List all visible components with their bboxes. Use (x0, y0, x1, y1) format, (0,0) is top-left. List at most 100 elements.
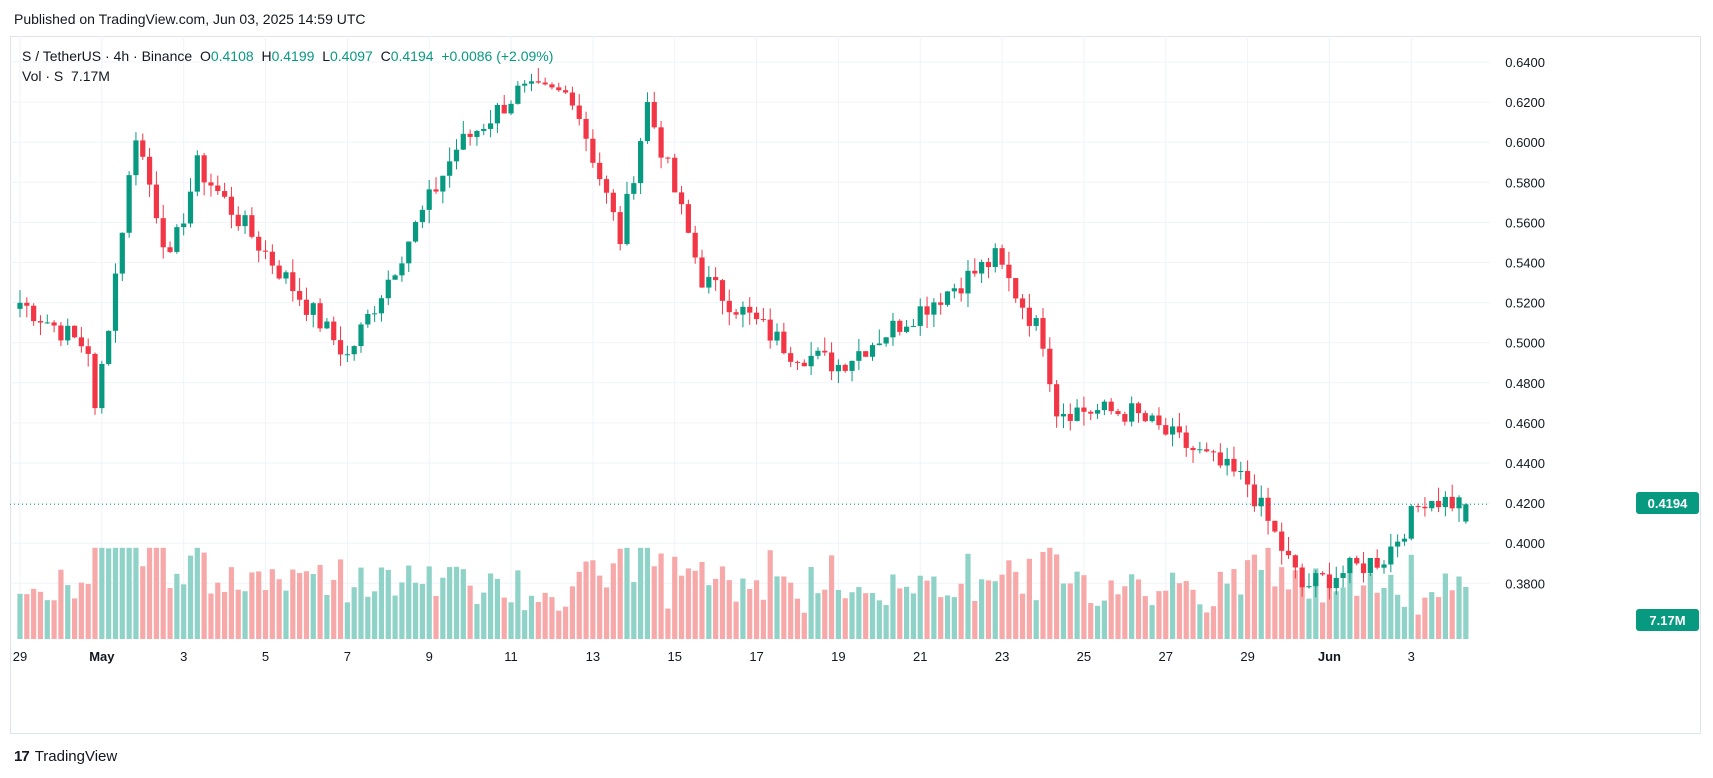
candle-body (603, 179, 610, 193)
volume-bar (201, 552, 207, 639)
candle-body (303, 299, 310, 315)
volume-label[interactable]: Vol · S (22, 68, 64, 84)
volume-bar (1354, 595, 1360, 639)
volume-bar (412, 582, 419, 639)
volume-bar (617, 548, 623, 639)
volume-bar (1142, 596, 1148, 639)
candle-body (1088, 411, 1094, 414)
volume-bar (569, 586, 576, 639)
volume-bar (242, 591, 248, 639)
volume-bar (788, 582, 794, 639)
volume-bar (106, 548, 112, 639)
candle-body (985, 261, 992, 268)
volume-bar (1067, 583, 1073, 639)
volume-bar (24, 594, 30, 639)
candle-body (1047, 348, 1053, 385)
y-tick-label: 0.5600 (1505, 215, 1545, 230)
volume-bar (303, 571, 310, 639)
volume-bar (78, 582, 84, 639)
volume-bar (406, 565, 412, 639)
volume-bar (597, 575, 603, 639)
candle-body (1313, 573, 1319, 587)
volume-bar (1347, 570, 1353, 639)
volume-bar (542, 592, 548, 639)
volume-bar (1251, 554, 1258, 639)
candle-body (106, 330, 112, 364)
symbol-label[interactable]: S / TetherUS · 4h · Binance (22, 48, 193, 64)
candle-body (24, 302, 30, 306)
candle-body (378, 298, 385, 314)
volume-bar (440, 577, 446, 639)
candle-body (760, 319, 766, 321)
candle-body (1204, 449, 1210, 452)
y-tick-label: 0.3800 (1505, 576, 1545, 591)
x-tick-label: 5 (262, 649, 269, 664)
volume-bar (1360, 585, 1367, 639)
candle-body (1245, 470, 1251, 485)
volume-bar (426, 566, 432, 639)
volume-bar (1326, 579, 1333, 639)
candle-body (1456, 497, 1462, 509)
volume-bar (624, 547, 630, 639)
candle-body (187, 191, 194, 224)
volume-bar (815, 593, 821, 639)
volume-bar (351, 587, 357, 639)
high-value: 0.4199 (271, 48, 315, 64)
candle-body (1006, 264, 1012, 279)
candle-body (1210, 451, 1217, 453)
volume-bar (876, 600, 882, 639)
volume-bar (1129, 574, 1135, 639)
volume-bar (17, 593, 23, 639)
volume-bar (556, 610, 562, 639)
volume-bar (658, 553, 664, 639)
candle-body (1340, 573, 1346, 578)
candle-body (208, 182, 214, 186)
candle-body (481, 128, 487, 131)
low-label: L (322, 48, 330, 64)
volume-bar (1320, 602, 1326, 639)
x-tick-label: 23 (995, 649, 1009, 664)
volume-bar (1047, 547, 1053, 639)
volume-bar (835, 589, 841, 639)
candle-body (556, 87, 562, 91)
tradingview-brand[interactable]: 17 TradingView (14, 748, 117, 765)
candle-body (1156, 415, 1162, 426)
published-info: Published on TradingView.com, Jun 03, 20… (14, 11, 366, 27)
candle-body (747, 306, 753, 313)
volume-bar (467, 585, 473, 639)
volume-bar (1054, 554, 1060, 639)
volume-bar (222, 591, 228, 639)
volume-bar (992, 581, 998, 639)
candle-body (1238, 470, 1244, 472)
candle-body (365, 313, 371, 325)
candle-body (897, 320, 903, 332)
volume-bar (487, 573, 494, 639)
volume-bar (1285, 589, 1292, 639)
candle-body (112, 273, 119, 331)
volume-bar (317, 564, 323, 639)
candle-body (228, 196, 235, 215)
candle-body (262, 250, 269, 252)
volume-bar (433, 595, 439, 639)
volume-bar (1265, 547, 1271, 639)
volume-bar (92, 547, 98, 639)
candle-body (433, 189, 439, 192)
volume-bar (1408, 554, 1414, 639)
candle-body (638, 141, 644, 184)
candle-body (1285, 550, 1292, 556)
volume-bar (1074, 571, 1080, 639)
volume-bar (685, 568, 691, 639)
candle-body (951, 288, 957, 292)
volume-bar (794, 598, 801, 639)
candle-body (1033, 318, 1039, 326)
candle-body (999, 248, 1005, 265)
candle-body (1422, 506, 1428, 509)
volume-bar (958, 583, 964, 639)
volume-bar (1135, 579, 1142, 639)
candle-body (1176, 426, 1182, 433)
volume-bar (31, 588, 37, 639)
volume-bar (146, 547, 153, 639)
volume-bar (1340, 587, 1346, 639)
volume-bar (999, 574, 1005, 639)
